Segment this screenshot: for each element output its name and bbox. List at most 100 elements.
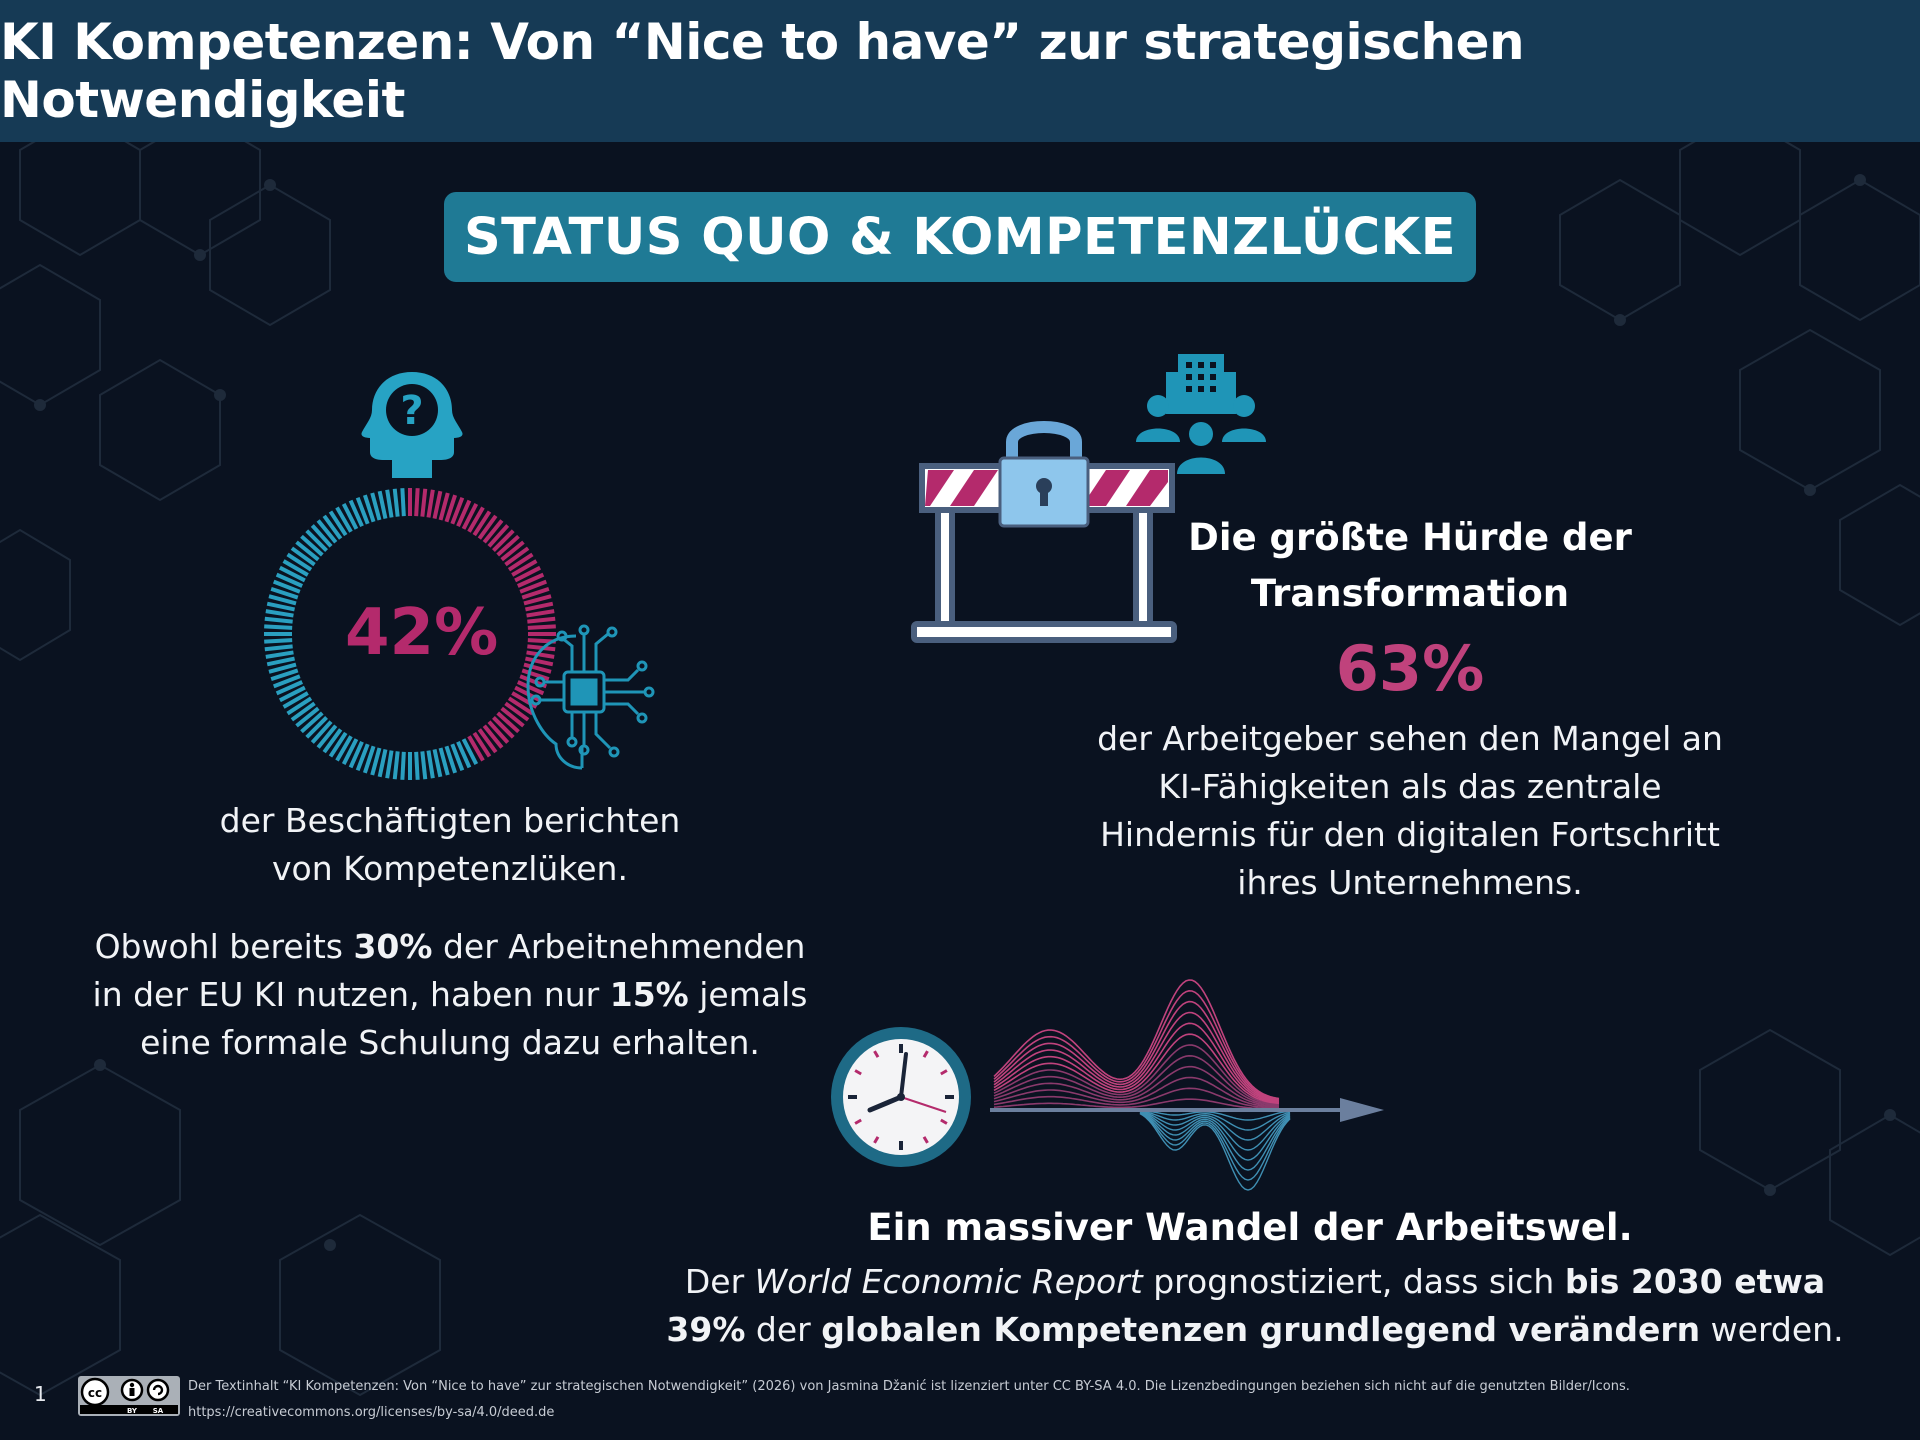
donut-segment (265, 609, 294, 618)
wave-line-down (1139, 1109, 1291, 1121)
donut-segment (456, 740, 472, 769)
donut-segment (392, 751, 400, 780)
donut-segment (355, 496, 370, 525)
circuit-brain-icon (526, 624, 655, 770)
donut-segment (450, 496, 465, 525)
wave-graph-icon (990, 979, 1384, 1191)
donut-ring-icon (264, 488, 556, 780)
donut-segment (523, 594, 552, 606)
svg-text:BY: BY (127, 1407, 138, 1415)
license-text: Der Textinhalt “KI Kompetenzen: Von “Nic… (188, 1379, 1630, 1394)
license-notice: Der Textinhalt “KI Kompetenzen: Von “Nic… (188, 1374, 1888, 1426)
donut-segment (461, 738, 479, 765)
clock-icon (831, 1027, 971, 1167)
wave-line-up (993, 979, 1280, 1100)
donut-segment (420, 488, 428, 517)
donut-segment (526, 609, 555, 618)
donut-segment (472, 510, 492, 537)
donut-segment (295, 540, 320, 562)
donut-segment (521, 668, 550, 682)
svg-text:?: ? (400, 388, 423, 434)
donut-segment (268, 662, 297, 674)
donut-segment (282, 559, 309, 577)
right-line2: KI-Fähigkeiten als das zentrale (1158, 767, 1662, 806)
donut-segment (527, 616, 556, 624)
donut-segment (426, 750, 435, 779)
donut-segment (348, 740, 364, 769)
donut-segment (286, 696, 313, 716)
donut-segment (335, 735, 353, 762)
clock-tick (940, 1118, 948, 1125)
donut-segment (516, 680, 545, 696)
donut-segment (316, 519, 338, 544)
donut-segment (456, 499, 472, 528)
wave-line-down (1139, 1112, 1291, 1181)
head-question-icon: ? (361, 372, 463, 478)
donut-segment (264, 616, 293, 624)
donut-segment (275, 680, 304, 696)
left-caption-line2: von Kompetenzlüken. (272, 849, 628, 888)
donut-segment (264, 644, 293, 652)
donut-segment (432, 490, 443, 519)
donut-segment (370, 747, 382, 776)
clock-tick (873, 1136, 880, 1144)
left-percent: 42% (345, 596, 499, 670)
donut-segment (487, 524, 510, 548)
donut-segment (341, 503, 359, 530)
section-title: STATUS QUO & KOMPETENZLÜCKE (463, 207, 1457, 267)
donut-segment (282, 691, 309, 709)
donut-segment (487, 720, 510, 744)
donut-segment (322, 728, 343, 754)
donut-segment (507, 552, 534, 572)
donut-segment (400, 751, 406, 780)
donut-segment (268, 594, 297, 606)
donut-segment (504, 546, 530, 567)
right-line4: ihres Unternehmens. (1237, 863, 1583, 902)
donut-segment (370, 492, 382, 521)
donut-segment (279, 565, 306, 583)
donut-segment (316, 724, 338, 749)
donut-segment (322, 514, 343, 540)
donut-segment (362, 745, 376, 774)
left-caption-line1: der Beschäftigten berichten (219, 801, 681, 840)
donut-segment (414, 751, 420, 780)
right-paragraph: der Arbeitgeber sehen den Mangel an KI-F… (1050, 715, 1770, 907)
donut-segment (496, 534, 520, 557)
wave-line-up (993, 1033, 1280, 1105)
left-para-line1: Obwohl bereits 30% der Arbeitnehmenden (94, 927, 806, 966)
right-line1: der Arbeitgeber sehen den Mangel an (1097, 719, 1723, 758)
page-title: KI Kompetenzen: Von “Nice to have” zur s… (0, 13, 1525, 129)
donut-segment (525, 656, 554, 667)
donut-segment (275, 572, 304, 588)
donut-segment (400, 488, 406, 517)
right-line3: Hindernis für den digitalen Fortschritt (1100, 815, 1720, 854)
donut-segment (523, 662, 552, 674)
donut-segment (272, 674, 301, 689)
donut-segment (467, 735, 485, 762)
donut-segment (305, 716, 328, 739)
hurdle-title-line1: Die größte Hürde der (1188, 516, 1632, 559)
donut-segment (290, 546, 316, 567)
license-url[interactable]: https://creativecommons.org/licenses/by-… (188, 1405, 555, 1420)
donut-segment (511, 559, 538, 577)
donut-segment (492, 529, 515, 552)
donut-segment (519, 579, 548, 594)
wave-arrow-icon (1340, 1098, 1384, 1122)
hurdle-title-line2: Transformation (1250, 572, 1570, 615)
clock-tick (873, 1050, 880, 1058)
donut-segment (420, 751, 428, 780)
donut-segment (516, 572, 545, 588)
donut-segment (438, 492, 450, 521)
wave-line-down (1139, 1111, 1291, 1151)
donut-segment (310, 524, 333, 548)
barrier-lock-icon (911, 421, 1177, 643)
donut-segment (341, 738, 359, 765)
donut-segment (272, 579, 301, 594)
donut-segment (348, 499, 364, 528)
wave-line-down (1139, 1110, 1291, 1131)
donut-segment (377, 749, 388, 778)
donut-segment (335, 506, 353, 533)
donut-segment (461, 503, 479, 530)
donut-segment (414, 488, 420, 517)
